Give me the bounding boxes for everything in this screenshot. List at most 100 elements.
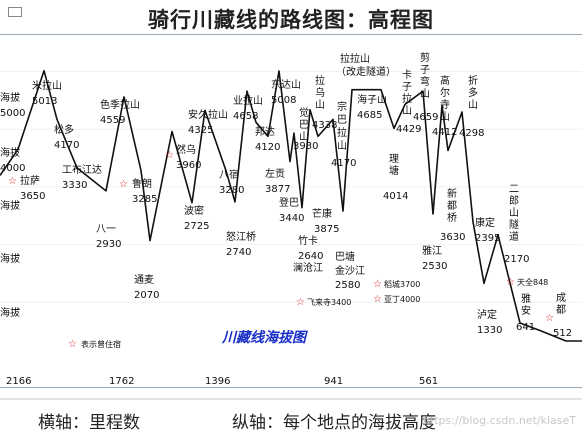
label-nujiang-1: 2740 [226,247,251,258]
label-gongbu-0: 工布江达 [62,164,102,176]
label-zheduo-char: 折 [468,74,478,87]
label-batang-0: 巴塘 [335,250,355,263]
chart-frame [0,34,582,388]
lulang-star-icon: ☆ [119,179,128,190]
label-yaan-char: 雅 [521,292,531,305]
label-kazi-char: 子 [402,81,412,93]
label-bangda-1: 4120 [255,142,280,153]
label-daocheng: 稻城3700 [384,279,420,289]
ranwu-star-icon: ☆ [165,150,174,161]
label-lasa-0: 拉萨 [20,174,40,187]
label-xindu-char: 都 [447,200,457,212]
label-zhuka-0: 竹卡 [298,234,318,247]
label-chengdu-num: 512 [553,328,572,339]
x-tick-label: 2166 [6,376,31,386]
label-gaoer-num: 4412 [432,127,457,138]
label-seji-1: 4559 [100,115,125,126]
label-mangkang-num: 3875 [314,224,339,235]
label-bomi-0: 波密 [184,204,204,217]
label-xindu-char: 桥 [447,212,457,224]
label-gongbu-1: 3330 [62,180,87,191]
label-zongba-num: 4170 [331,158,356,169]
left-edge-label: 4000 [0,163,25,174]
footer-bar [0,398,582,438]
label-yading: 亚丁4000 [384,295,420,304]
label-lawu-char: 山 [315,99,325,111]
left-edge-label: 海拔 [0,252,20,265]
label-zheduo-char: 多 [468,86,478,99]
legend-star-icon: ☆ [68,339,77,350]
label-erlang-num: 2170 [504,254,529,265]
label-tongmai-1: 2070 [134,290,159,301]
label-yaan-char: 安 [521,304,531,317]
label-kangding-1: 2395 [475,233,500,244]
label-lala: 拉拉山 [340,52,370,65]
label-luding-0: 泸定 [477,308,497,321]
x-axis-caption: 横轴：里程数 [38,413,140,433]
x-tick-label: 941 [324,376,343,386]
gridlines [0,71,582,303]
label-bayi-1: 2930 [96,239,121,250]
label-kazi-char: 卡 [402,68,412,81]
label-jueba-char: 觉 [299,107,309,119]
label-lawu-char: 乌 [315,86,325,99]
label-nujiang-0: 怒江桥 [226,230,256,243]
label-lulang-1: 3285 [132,194,157,205]
label-jueba-num: 3930 [293,141,318,152]
label-kazi-char: 拉 [402,92,412,105]
label-zongba-char: 山 [337,140,347,152]
label-seji-0: 色季拉山 [100,98,140,111]
label-yela-0: 业拉山 [233,94,263,107]
label-songduo-0: 松多 [54,123,74,136]
label-ranwu-1: 3960 [176,160,201,171]
daocheng-star-icon: ☆ [373,279,382,290]
label-lala-note: （改走隧道） [336,65,396,78]
label-lulang-0: 鲁朗 [132,177,152,190]
label-bangda-0: 邦达 [255,125,275,138]
label-gaoer-char: 高 [440,74,450,87]
label-jianzi-char: 子 [420,64,430,76]
left-edge-label: 海拔 [0,91,20,104]
label-tianquan: 天全848 [517,277,548,287]
place-labels: 海拔5000海拔4000海拔海拔海拔拉萨3650米拉山5013松多4170工布江… [0,51,572,339]
label-zongba-char: 拉 [337,126,347,139]
lasa-star-icon: ☆ [8,176,17,187]
label-bayi-0: 八一 [96,224,116,235]
label-yajiang-0: 雅江 [422,244,442,257]
label-jueba-char: 巴 [299,119,309,131]
label-erlang-char: 郎 [509,194,519,207]
label-zongba-char: 巴 [337,114,347,126]
tianquan-star-icon: ☆ [506,277,515,288]
label-jianzi-num: 4659 [413,112,438,123]
label-ranwu-0: 然乌 [176,143,196,156]
label-gaoer-char: 寺 [440,99,450,111]
label-zuogong-0: 左贡 [265,167,285,180]
label-kazi-num: 4429 [396,124,421,135]
label-songduo-1: 4170 [54,140,79,151]
label-zongba-char: 宗 [337,100,347,113]
label-mangkang: 芒康 [312,207,332,220]
elevation-chart: 海拔5000海拔4000海拔海拔海拔拉萨3650米拉山5013松多4170工布江… [0,51,582,386]
page-title: 骑行川藏线的路线图：高程图 [148,8,434,32]
label-milashan-1: 5013 [32,96,57,107]
label-lawu-char: 拉 [315,74,325,87]
map-name: 川藏线海拔图 [221,329,308,346]
label-batang-1: 金沙江 [335,264,365,277]
label-chengdu-char: 成 [556,292,566,304]
label-luding-1: 1330 [477,325,502,336]
label-zhuka-1: 2640 [298,251,323,262]
label-zheduo-num: 4298 [459,128,484,139]
x-tick-label: 1396 [205,376,230,386]
label-jianzi-char: 弯 [420,75,430,88]
label-lancang: 澜沧江 [293,261,323,274]
window-icon [8,7,22,17]
label-feilai: 飞来寺3400 [307,298,351,307]
label-milashan-0: 米拉山 [32,79,62,92]
label-yajiang-1: 2530 [422,261,447,272]
lodging-markers: ☆ ☆ ☆ ☆ ☆ ☆ ☆ ☆ [8,150,554,324]
left-edge-label: 海拔 [0,199,20,212]
label-jueba-char: 山 [299,131,309,143]
label-chengdu-char: 都 [556,304,566,316]
label-litang-char: 理 [389,153,399,165]
left-edge-label: 海拔 [0,146,20,159]
